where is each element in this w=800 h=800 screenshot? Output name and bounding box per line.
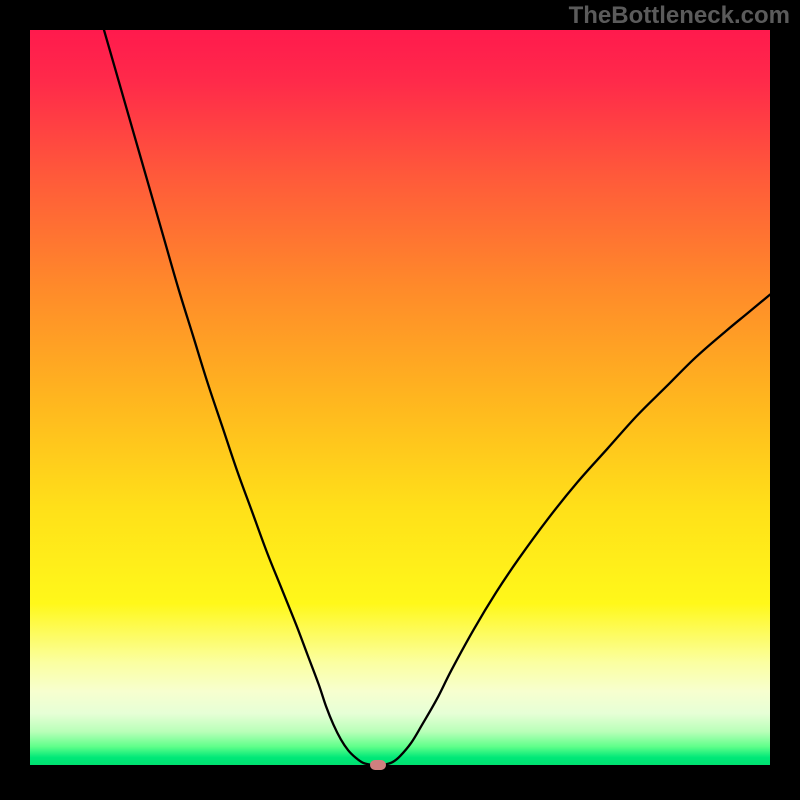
curve-right-branch	[384, 295, 770, 765]
plot-area	[30, 30, 770, 765]
minimum-marker	[370, 760, 386, 770]
chart-frame: TheBottleneck.com	[0, 0, 800, 800]
watermark-text: TheBottleneck.com	[569, 2, 790, 30]
curve-left-branch	[104, 30, 372, 765]
gradient-background	[30, 30, 770, 765]
bottleneck-curve	[30, 30, 770, 765]
